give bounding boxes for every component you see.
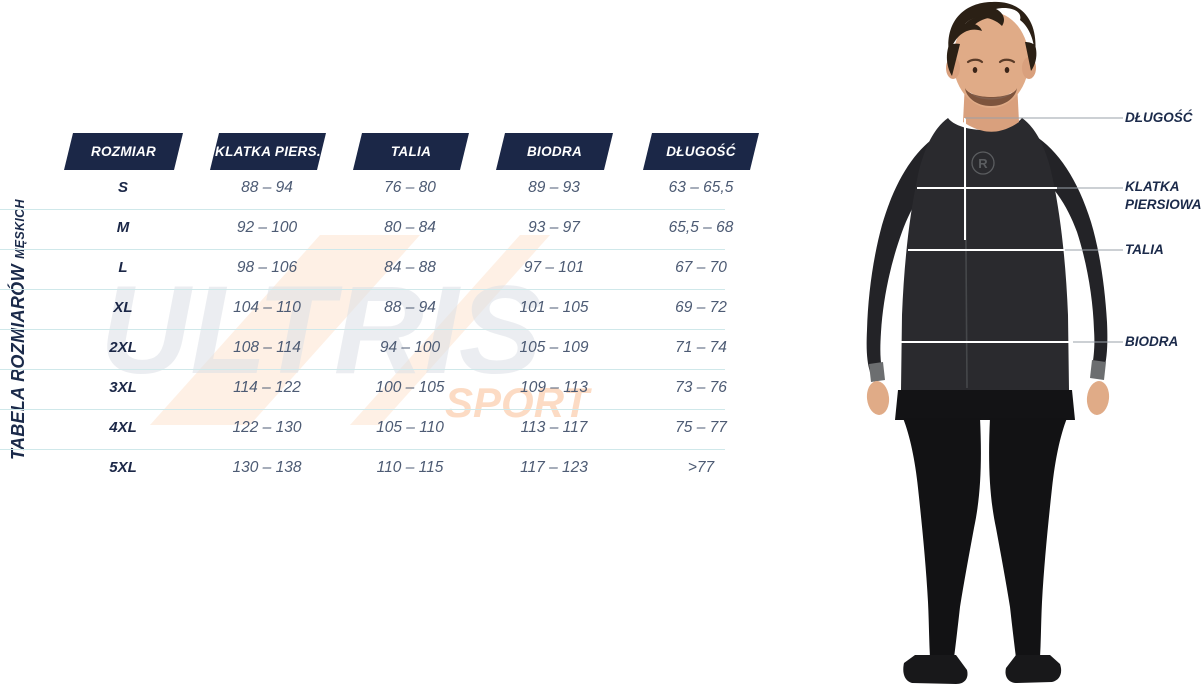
svg-text:R: R xyxy=(978,156,988,171)
